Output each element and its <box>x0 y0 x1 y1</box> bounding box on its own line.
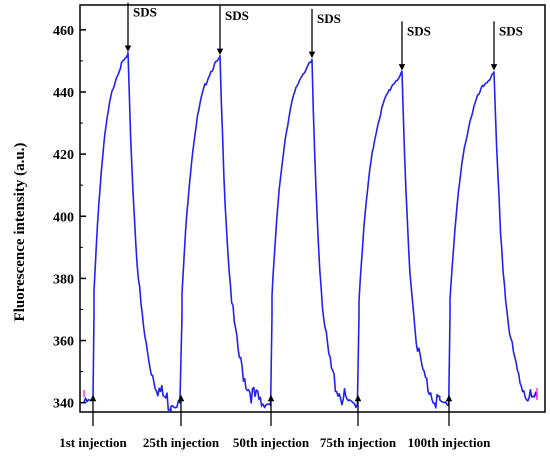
y-tick-label: 340 <box>53 397 74 412</box>
y-tick-label: 400 <box>53 210 74 225</box>
sds-label: SDS <box>317 11 341 26</box>
sds-label: SDS <box>225 8 249 23</box>
injection-label: 1st injection <box>59 435 127 450</box>
y-axis-label: Fluorescence intensity (a.u.) <box>12 143 28 322</box>
sds-label: SDS <box>407 23 431 38</box>
injection-label: 50th injection <box>233 435 310 450</box>
injection-label: 75th injection <box>320 435 397 450</box>
sds-label: SDS <box>499 23 523 38</box>
sds-label: SDS <box>133 5 157 20</box>
y-tick-label: 380 <box>53 272 74 287</box>
injection-label: 100th injection <box>408 435 491 450</box>
axes <box>79 4 546 413</box>
plot-frame <box>79 4 546 413</box>
injection-label: 25th injection <box>143 435 220 450</box>
y-tick-label: 460 <box>53 24 74 39</box>
y-tick-label: 360 <box>53 335 74 350</box>
y-tick-label: 420 <box>53 148 74 163</box>
data-series <box>83 51 538 412</box>
y-axis-ticks: 340 360 380 400 420 440 460 <box>53 24 86 412</box>
series-line <box>83 51 538 412</box>
annotations: 1st injection SDS 25th injection SDS 50th in… <box>59 2 523 450</box>
y-tick-label: 440 <box>53 86 74 101</box>
